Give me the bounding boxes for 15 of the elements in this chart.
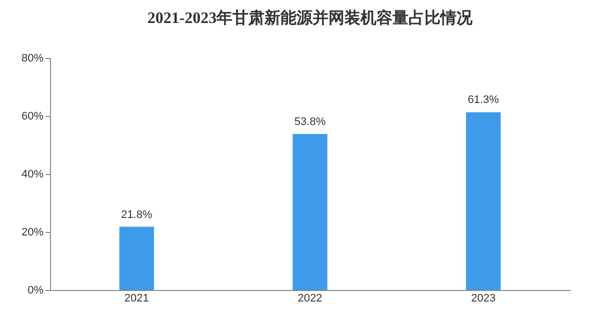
data-label: 21.8% bbox=[121, 208, 152, 221]
y-tick-label: 0% bbox=[28, 284, 44, 296]
x-tick-label: 2021 bbox=[124, 292, 149, 304]
chart-title: 2021-2023年甘肃新能源并网装机容量占比情况 bbox=[147, 8, 474, 27]
y-tick-label: 40% bbox=[21, 168, 44, 180]
bar bbox=[119, 226, 154, 290]
data-label: 53.8% bbox=[294, 116, 326, 128]
x-tick-label: 2023 bbox=[471, 292, 496, 304]
bar bbox=[292, 134, 328, 290]
y-tick-label: 80% bbox=[21, 52, 44, 64]
bar bbox=[466, 112, 501, 290]
y-tick-label: 60% bbox=[21, 110, 44, 122]
x-tick-label: 2022 bbox=[298, 292, 322, 304]
data-label: 61.3% bbox=[468, 94, 500, 106]
y-tick-label: 20% bbox=[21, 226, 44, 238]
